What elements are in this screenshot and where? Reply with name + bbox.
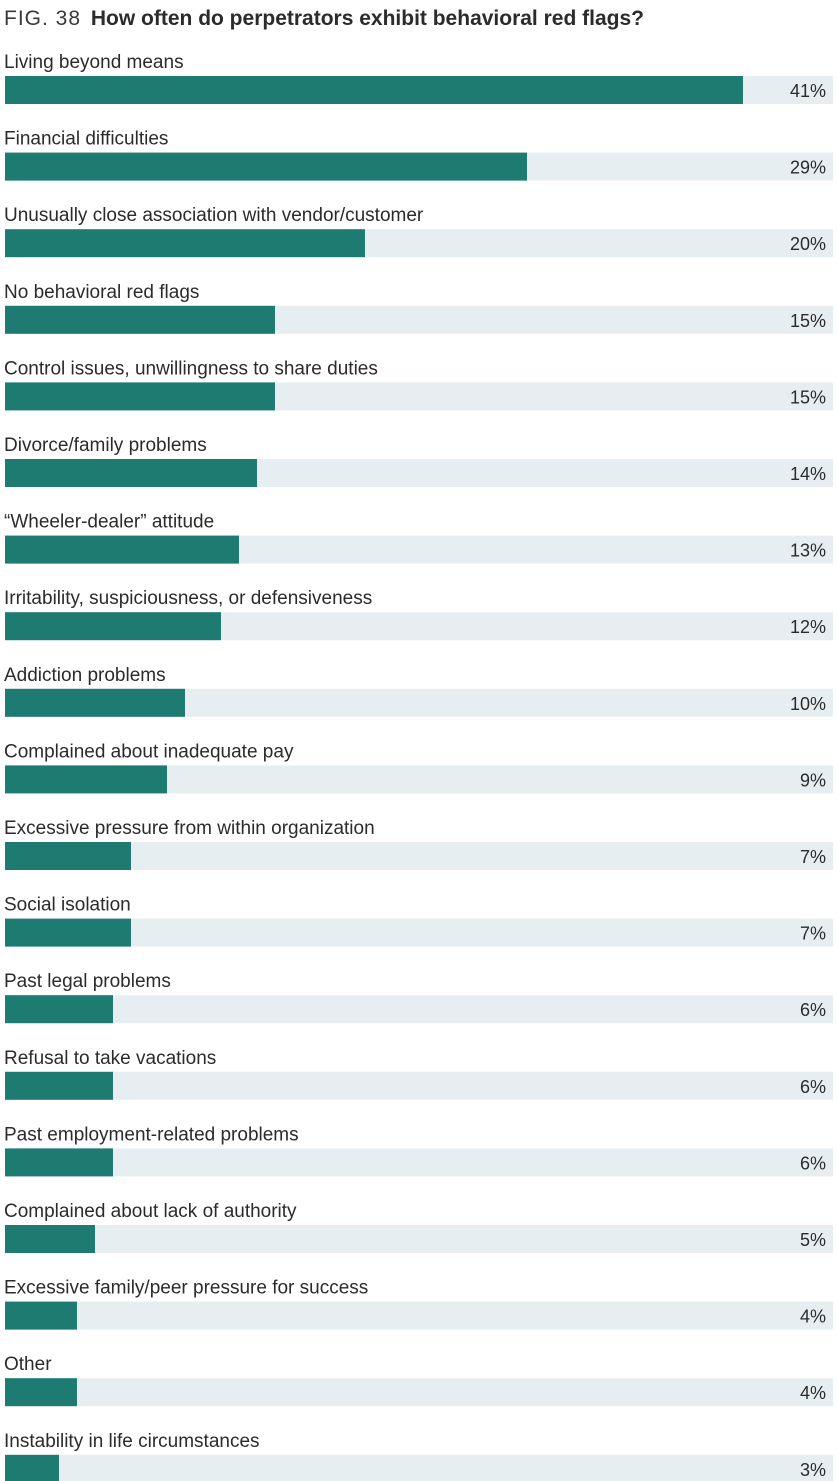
bar-row: Refusal to take vacations 6% [4,1048,833,1100]
bar-track [5,1454,833,1481]
category-label: Divorce/family problems [4,435,207,456]
value-label: 4% [800,1307,826,1327]
category-label: Social isolation [4,895,131,916]
bar-row: Past legal problems 6% [4,971,833,1024]
bar-row: Instability in life circumstances 3% [4,1431,833,1481]
bar-track [5,995,833,1024]
bar-row: Social isolation 7% [4,895,833,947]
bar [5,152,527,181]
value-label: 9% [800,770,826,790]
bar [5,612,221,641]
bar [5,1148,113,1177]
category-label: Excessive family/peer pressure for succe… [4,1278,368,1299]
value-label: 4% [800,1383,826,1403]
bar-track [5,842,833,870]
bar-track [5,1225,833,1253]
value-label: 7% [800,924,826,944]
value-label: 20% [790,234,826,254]
figure-question: How often do perpetrators exhibit behavi… [90,7,644,30]
value-label: 29% [790,158,826,178]
category-label: Past legal problems [4,971,171,992]
value-label: 6% [800,1153,826,1173]
bar-row: Control issues, unwillingness to share d… [4,358,833,411]
bar [5,688,185,717]
bar [5,995,113,1024]
category-label: Living beyond means [4,52,184,73]
figure-number: FIG. 38 [4,7,82,30]
bar [5,305,275,334]
bar [5,1071,113,1100]
bar-row: Unusually close association with vendor/… [4,205,833,258]
bar-row: Living beyond means 41% [4,52,833,104]
value-label: 7% [800,847,826,867]
bar-row: “Wheeler-dealer” attitude 13% [4,512,833,564]
value-label: 6% [800,1077,826,1097]
category-label: “Wheeler-dealer” attitude [4,512,214,533]
bar-row: Complained about lack of authority 5% [4,1201,833,1253]
bar-row: Addiction problems 10% [4,665,833,717]
bar [5,382,275,411]
bar [5,842,131,870]
value-label: 15% [790,387,826,407]
category-label: Complained about inadequate pay [4,741,294,762]
bar [5,918,131,947]
bar-row: Excessive family/peer pressure for succe… [4,1278,833,1330]
bar-row: Excessive pressure from within organizat… [4,818,833,870]
bar-row: Complained about inadequate pay 9% [4,741,833,794]
bar-row: Financial difficulties 29% [4,129,833,181]
bar [5,1454,59,1481]
figure-title: FIG. 38 How often do perpetrators exhibi… [4,4,644,34]
bar-track [5,1301,833,1330]
bar-row: Past employment-related problems 6% [4,1124,833,1177]
value-label: 6% [800,1000,826,1020]
bar [5,535,239,564]
bar [5,1301,77,1330]
value-label: 10% [790,694,826,714]
value-label: 14% [790,464,826,484]
category-label: Instability in life circumstances [4,1431,260,1452]
category-label: No behavioral red flags [4,282,199,303]
value-label: 3% [800,1460,826,1480]
bar-row: Irritability, suspiciousness, or defensi… [4,588,833,641]
bar [5,459,257,487]
bar [5,1225,95,1253]
bar-row: Divorce/family problems 14% [4,435,833,487]
value-label: 12% [790,617,826,637]
bar [5,1378,77,1407]
value-label: 5% [800,1230,826,1250]
bar [5,229,365,258]
value-label: 41% [790,81,826,101]
bar-track [5,1148,833,1177]
category-label: Addiction problems [4,665,166,686]
value-label: 15% [790,311,826,331]
category-label: Excessive pressure from within organizat… [4,818,375,839]
bar-track [5,918,833,947]
category-label: Control issues, unwillingness to share d… [4,358,378,379]
category-label: Complained about lack of authority [4,1201,297,1222]
bar-row: Other 4% [4,1354,833,1407]
bar-row: No behavioral red flags 15% [4,282,833,334]
bar [5,765,167,794]
category-label: Past employment-related problems [4,1124,299,1145]
value-label: 13% [790,541,826,561]
category-label: Financial difficulties [4,129,168,150]
bar-track [5,1071,833,1100]
bar [5,76,743,104]
bar-track [5,1378,833,1407]
category-label: Unusually close association with vendor/… [4,205,424,226]
category-label: Refusal to take vacations [4,1048,216,1069]
category-label: Other [4,1354,52,1375]
category-label: Irritability, suspiciousness, or defensi… [4,588,372,609]
